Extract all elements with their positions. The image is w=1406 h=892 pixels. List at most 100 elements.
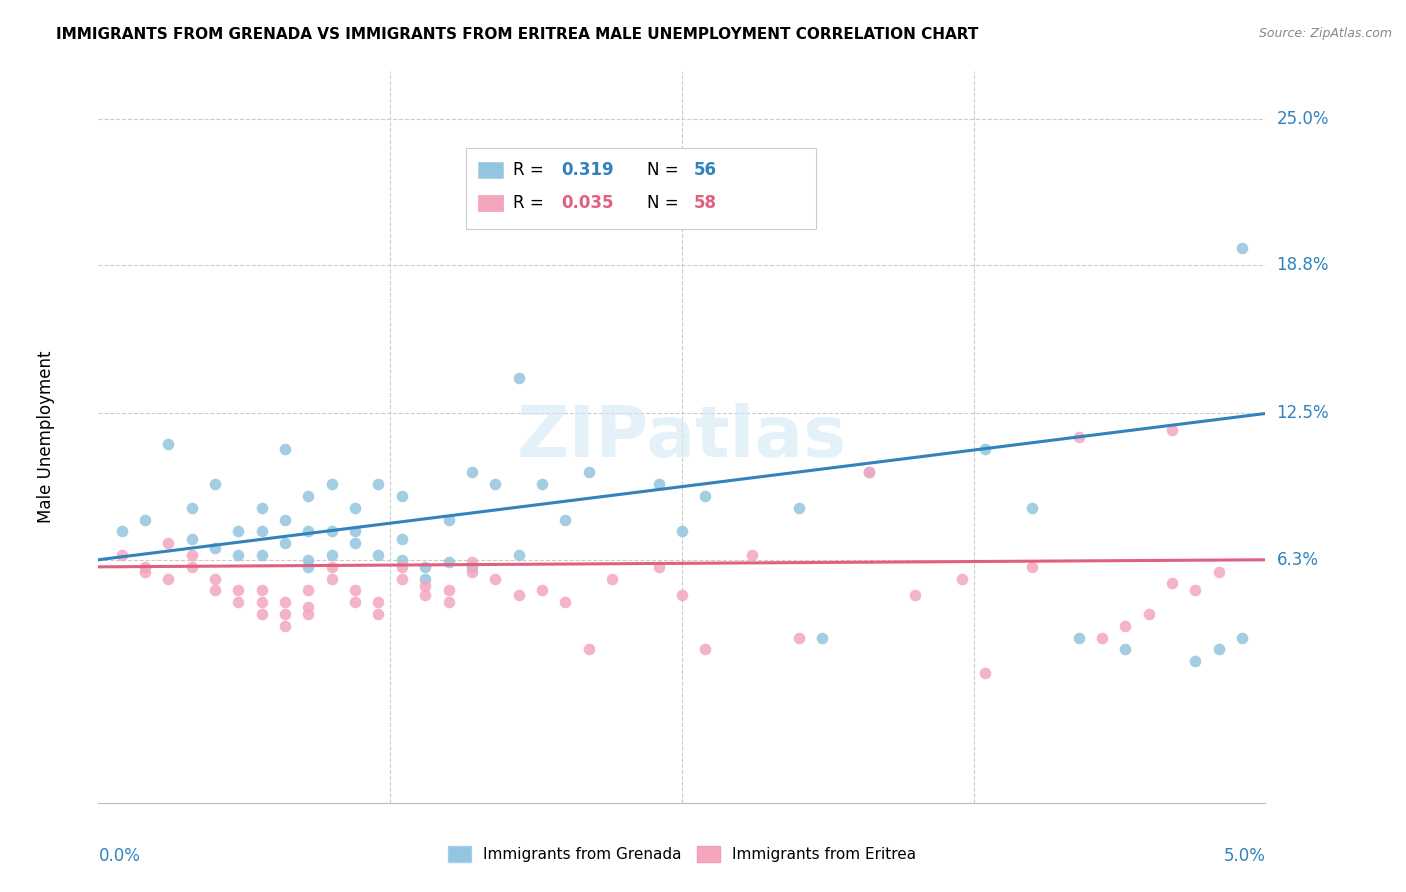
Point xyxy=(274,607,297,621)
Point xyxy=(367,595,389,609)
Point xyxy=(228,524,250,539)
Point xyxy=(437,595,460,609)
Point xyxy=(1114,642,1136,657)
Point xyxy=(484,477,506,491)
Point xyxy=(180,532,202,546)
Point xyxy=(858,466,880,480)
Point xyxy=(950,572,973,586)
Text: Source: ZipAtlas.com: Source: ZipAtlas.com xyxy=(1258,27,1392,40)
Text: 18.8%: 18.8% xyxy=(1277,256,1329,274)
Point xyxy=(787,500,810,515)
Point xyxy=(904,588,927,602)
Point xyxy=(1021,500,1043,515)
Point xyxy=(180,548,202,562)
Point xyxy=(461,555,484,569)
Point xyxy=(297,599,319,614)
Point xyxy=(1161,576,1184,591)
Point xyxy=(647,477,669,491)
Point xyxy=(391,553,413,567)
Point xyxy=(1137,607,1160,621)
Point xyxy=(274,442,297,456)
Point xyxy=(437,513,460,527)
Text: N =: N = xyxy=(647,194,683,212)
Text: 0.035: 0.035 xyxy=(562,194,614,212)
Text: 0.0%: 0.0% xyxy=(98,847,141,864)
Point xyxy=(321,572,343,586)
Point xyxy=(554,513,576,527)
Text: 5.0%: 5.0% xyxy=(1223,847,1265,864)
Point xyxy=(134,513,156,527)
Point xyxy=(391,572,413,586)
Point xyxy=(204,572,226,586)
FancyBboxPatch shape xyxy=(478,162,503,178)
Point xyxy=(274,619,297,633)
Point xyxy=(157,536,180,550)
Point xyxy=(157,437,180,451)
Point xyxy=(134,565,156,579)
Point xyxy=(391,559,413,574)
Text: 0.319: 0.319 xyxy=(562,161,614,179)
Point xyxy=(413,579,436,593)
Point xyxy=(811,631,834,645)
Point xyxy=(1184,583,1206,598)
Point xyxy=(344,595,367,609)
Point xyxy=(437,583,460,598)
Point xyxy=(344,583,367,598)
Point xyxy=(367,607,389,621)
Point xyxy=(180,500,202,515)
Point xyxy=(858,466,880,480)
Point xyxy=(344,524,367,539)
Point xyxy=(321,559,343,574)
Point xyxy=(344,500,367,515)
Point xyxy=(554,595,576,609)
Point xyxy=(530,583,553,598)
Point xyxy=(530,477,553,491)
Point xyxy=(437,555,460,569)
Point xyxy=(228,583,250,598)
Point xyxy=(321,548,343,562)
Point xyxy=(413,572,436,586)
Point xyxy=(413,588,436,602)
Point xyxy=(204,541,226,555)
Point xyxy=(1230,631,1253,645)
Point xyxy=(461,559,484,574)
Point xyxy=(321,524,343,539)
Point xyxy=(274,595,297,609)
Point xyxy=(134,559,156,574)
Point xyxy=(578,642,600,657)
Point xyxy=(787,631,810,645)
Point xyxy=(695,489,717,503)
Point xyxy=(1230,241,1253,255)
Point xyxy=(1067,430,1090,444)
Point xyxy=(297,553,319,567)
Point xyxy=(250,607,273,621)
FancyBboxPatch shape xyxy=(478,195,503,211)
Point xyxy=(741,548,763,562)
Point xyxy=(1184,654,1206,668)
Point xyxy=(974,666,997,681)
Point xyxy=(111,524,134,539)
Point xyxy=(297,607,319,621)
Point xyxy=(367,477,389,491)
Point xyxy=(297,583,319,598)
Point xyxy=(508,588,530,602)
Point xyxy=(600,572,623,586)
Point xyxy=(250,595,273,609)
Point xyxy=(1114,619,1136,633)
Point xyxy=(1208,565,1230,579)
Point xyxy=(1161,423,1184,437)
Point xyxy=(344,536,367,550)
Point xyxy=(111,548,134,562)
Point xyxy=(508,371,530,385)
Text: R =: R = xyxy=(513,161,548,179)
Point xyxy=(180,559,202,574)
Point xyxy=(461,466,484,480)
Point xyxy=(274,536,297,550)
Point xyxy=(297,524,319,539)
Point xyxy=(274,513,297,527)
Point xyxy=(974,442,997,456)
Text: 12.5%: 12.5% xyxy=(1277,404,1329,423)
Point xyxy=(671,524,693,539)
Point xyxy=(228,595,250,609)
Point xyxy=(1208,642,1230,657)
